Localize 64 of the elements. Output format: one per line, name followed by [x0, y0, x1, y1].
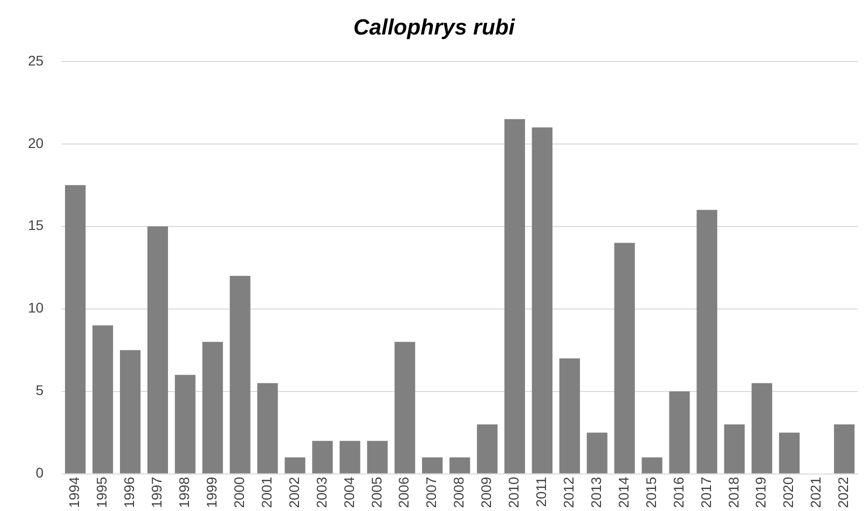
- x-tick-label: 2006: [396, 476, 412, 508]
- bar: [834, 424, 855, 474]
- x-tick-label: 2003: [313, 476, 330, 508]
- bar: [559, 358, 580, 474]
- x-tick-label: 2019: [752, 476, 769, 508]
- bar: [532, 127, 552, 474]
- x-tick-label: 2020: [780, 476, 796, 508]
- x-tick-label: 2007: [423, 476, 440, 508]
- bar: [422, 457, 443, 474]
- y-tick-label: 5: [36, 382, 44, 398]
- x-tick-label: 2017: [698, 476, 714, 508]
- bar: [586, 432, 608, 474]
- x-tick-label: 2013: [588, 476, 604, 508]
- bar: [752, 383, 772, 474]
- y-tick-label: 15: [28, 217, 44, 234]
- bar: [476, 424, 498, 474]
- bar: [230, 276, 250, 474]
- bar: [669, 391, 690, 474]
- y-tick-label: 10: [28, 300, 44, 316]
- bar: [92, 325, 114, 474]
- chart-title: Callophrys rubi: [353, 14, 516, 40]
- bar: [202, 342, 223, 474]
- x-tick-label: 2004: [340, 476, 357, 508]
- bar: [65, 185, 86, 474]
- bar: [312, 440, 333, 474]
- x-tick-label: 2021: [808, 476, 824, 508]
- bar: [340, 440, 360, 474]
- y-tick-label: 20: [28, 134, 44, 151]
- x-tick-label: 1996: [121, 476, 138, 508]
- bar: [696, 210, 718, 474]
- bar: [504, 119, 526, 474]
- x-tick-label: 2022: [835, 476, 852, 508]
- x-tick-label: 2015: [642, 476, 659, 508]
- bar: [779, 432, 800, 474]
- x-tick-label: 1999: [203, 476, 220, 508]
- bar: [257, 383, 278, 474]
- x-tick-label: 2008: [450, 476, 467, 508]
- x-tick-label: 2009: [478, 476, 494, 508]
- x-tick-label: 2012: [560, 476, 576, 508]
- x-tick-label: 2011: [533, 476, 550, 507]
- y-tick-label: 0: [36, 464, 44, 481]
- x-tick-label: 2005: [368, 476, 384, 508]
- x-tick-label: 1995: [94, 476, 110, 508]
- bar: [174, 374, 196, 474]
- bar: [147, 226, 168, 474]
- x-tick-label: 2010: [506, 476, 522, 508]
- bar: [394, 342, 416, 474]
- x-tick-label: 2014: [615, 476, 632, 508]
- bar: [614, 242, 635, 474]
- x-tick-label: 2016: [670, 476, 686, 508]
- bar: [724, 424, 745, 474]
- x-tick-label: 2001: [258, 476, 274, 508]
- x-tick-label: 1998: [176, 476, 192, 508]
- y-tick-label: 25: [28, 52, 44, 68]
- bar: [120, 350, 141, 474]
- bar: [449, 457, 470, 474]
- x-tick-label: 2018: [725, 476, 742, 508]
- x-tick-label: 1994: [66, 476, 82, 508]
- x-tick-label: 2000: [230, 476, 247, 508]
- bar: [642, 457, 662, 474]
- bar: [284, 457, 306, 474]
- x-tick-label: 1997: [148, 476, 165, 508]
- x-tick-label: 2002: [286, 476, 302, 508]
- bar: [367, 440, 388, 474]
